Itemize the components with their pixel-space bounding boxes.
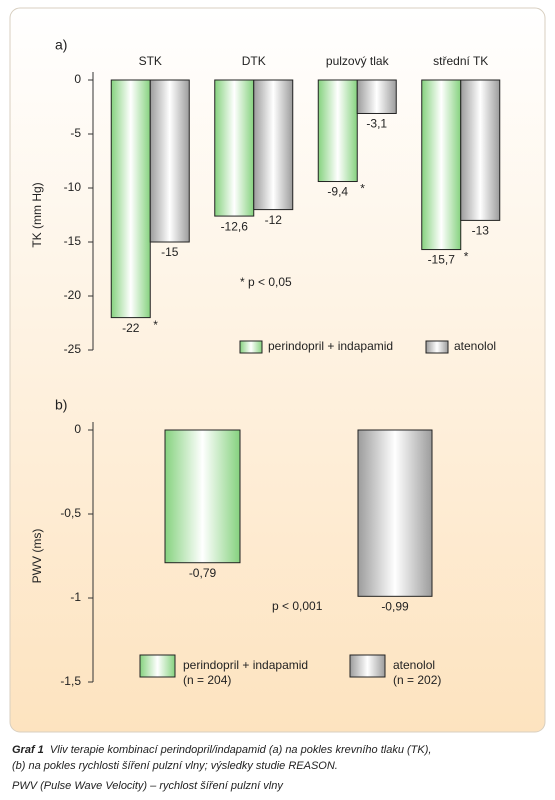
legend-label: perindopril + indapamid [268,339,393,353]
y-tick-label: -1 [70,590,81,604]
value-label: -15 [161,245,179,259]
legend-swatch [425,340,449,354]
value-label: -0,79 [189,566,217,580]
annotation: p < 0,001 [272,599,323,613]
bar [253,79,294,211]
y-axis-label: PWV (ms) [30,529,44,584]
bar [110,79,151,319]
caption-line: PWV (Pulse Wave Velocity) – rychlost šíř… [12,780,283,792]
category-label: střední TK [433,54,488,68]
value-label: -13 [472,224,490,238]
y-tick-label: -20 [64,288,82,302]
y-tick-label: -25 [64,342,82,356]
value-label: -22 [122,321,140,335]
panel-label: b) [55,397,67,413]
caption-line: (b) na pokles rychlosti šíření pulzní vl… [12,760,338,772]
significance-marker: * [360,182,365,196]
y-tick-label: -10 [64,180,82,194]
value-label: -3,1 [366,117,387,131]
significance-marker: * [464,250,469,264]
y-tick-label: -0,5 [60,506,81,520]
bar [460,79,501,221]
y-tick-label: 0 [74,422,81,436]
y-tick-label: -5 [70,126,81,140]
bar [149,79,190,243]
legend-label: atenolol [393,658,435,672]
category-label: STK [139,54,162,68]
value-label: -12 [265,213,283,227]
bar [357,429,433,597]
value-label: -15,7 [428,253,456,267]
y-axis-label: TK (mm Hg) [30,182,44,247]
bar [356,79,397,114]
caption-label: Graf 1 [12,744,44,756]
legend-swatch [349,654,386,678]
legend-label: atenolol [454,339,496,353]
bar [214,79,255,217]
caption-text: Vliv terapie kombinací perindopril/indap… [49,744,432,756]
caption-line: Graf 1 Vliv terapie kombinací perindopri… [12,744,431,756]
y-tick-label: 0 [74,72,81,86]
bar [421,79,462,251]
y-tick-label: -15 [64,234,82,248]
significance-marker: * [153,318,158,332]
legend-swatch [139,654,176,678]
chart: a)TK (mm Hg)0-5-10-15-20-25-22 *-12,6-9,4… [9,7,546,733]
legend-note: (n = 202) [393,673,441,687]
bar [317,79,358,183]
category-label: DTK [242,54,266,68]
value-label: -0,99 [381,599,409,613]
legend-label: perindopril + indapamid [183,658,308,672]
value-label: -12,6 [221,219,249,233]
category-label: pulzový tlak [326,54,390,68]
panel-label: a) [55,37,67,53]
legend-swatch [239,340,263,354]
value-label: -9,4 [327,185,348,199]
annotation: * p < 0,05 [240,275,292,289]
bar [164,429,241,564]
legend-note: (n = 204) [183,673,231,687]
y-tick-label: -1,5 [60,674,81,688]
